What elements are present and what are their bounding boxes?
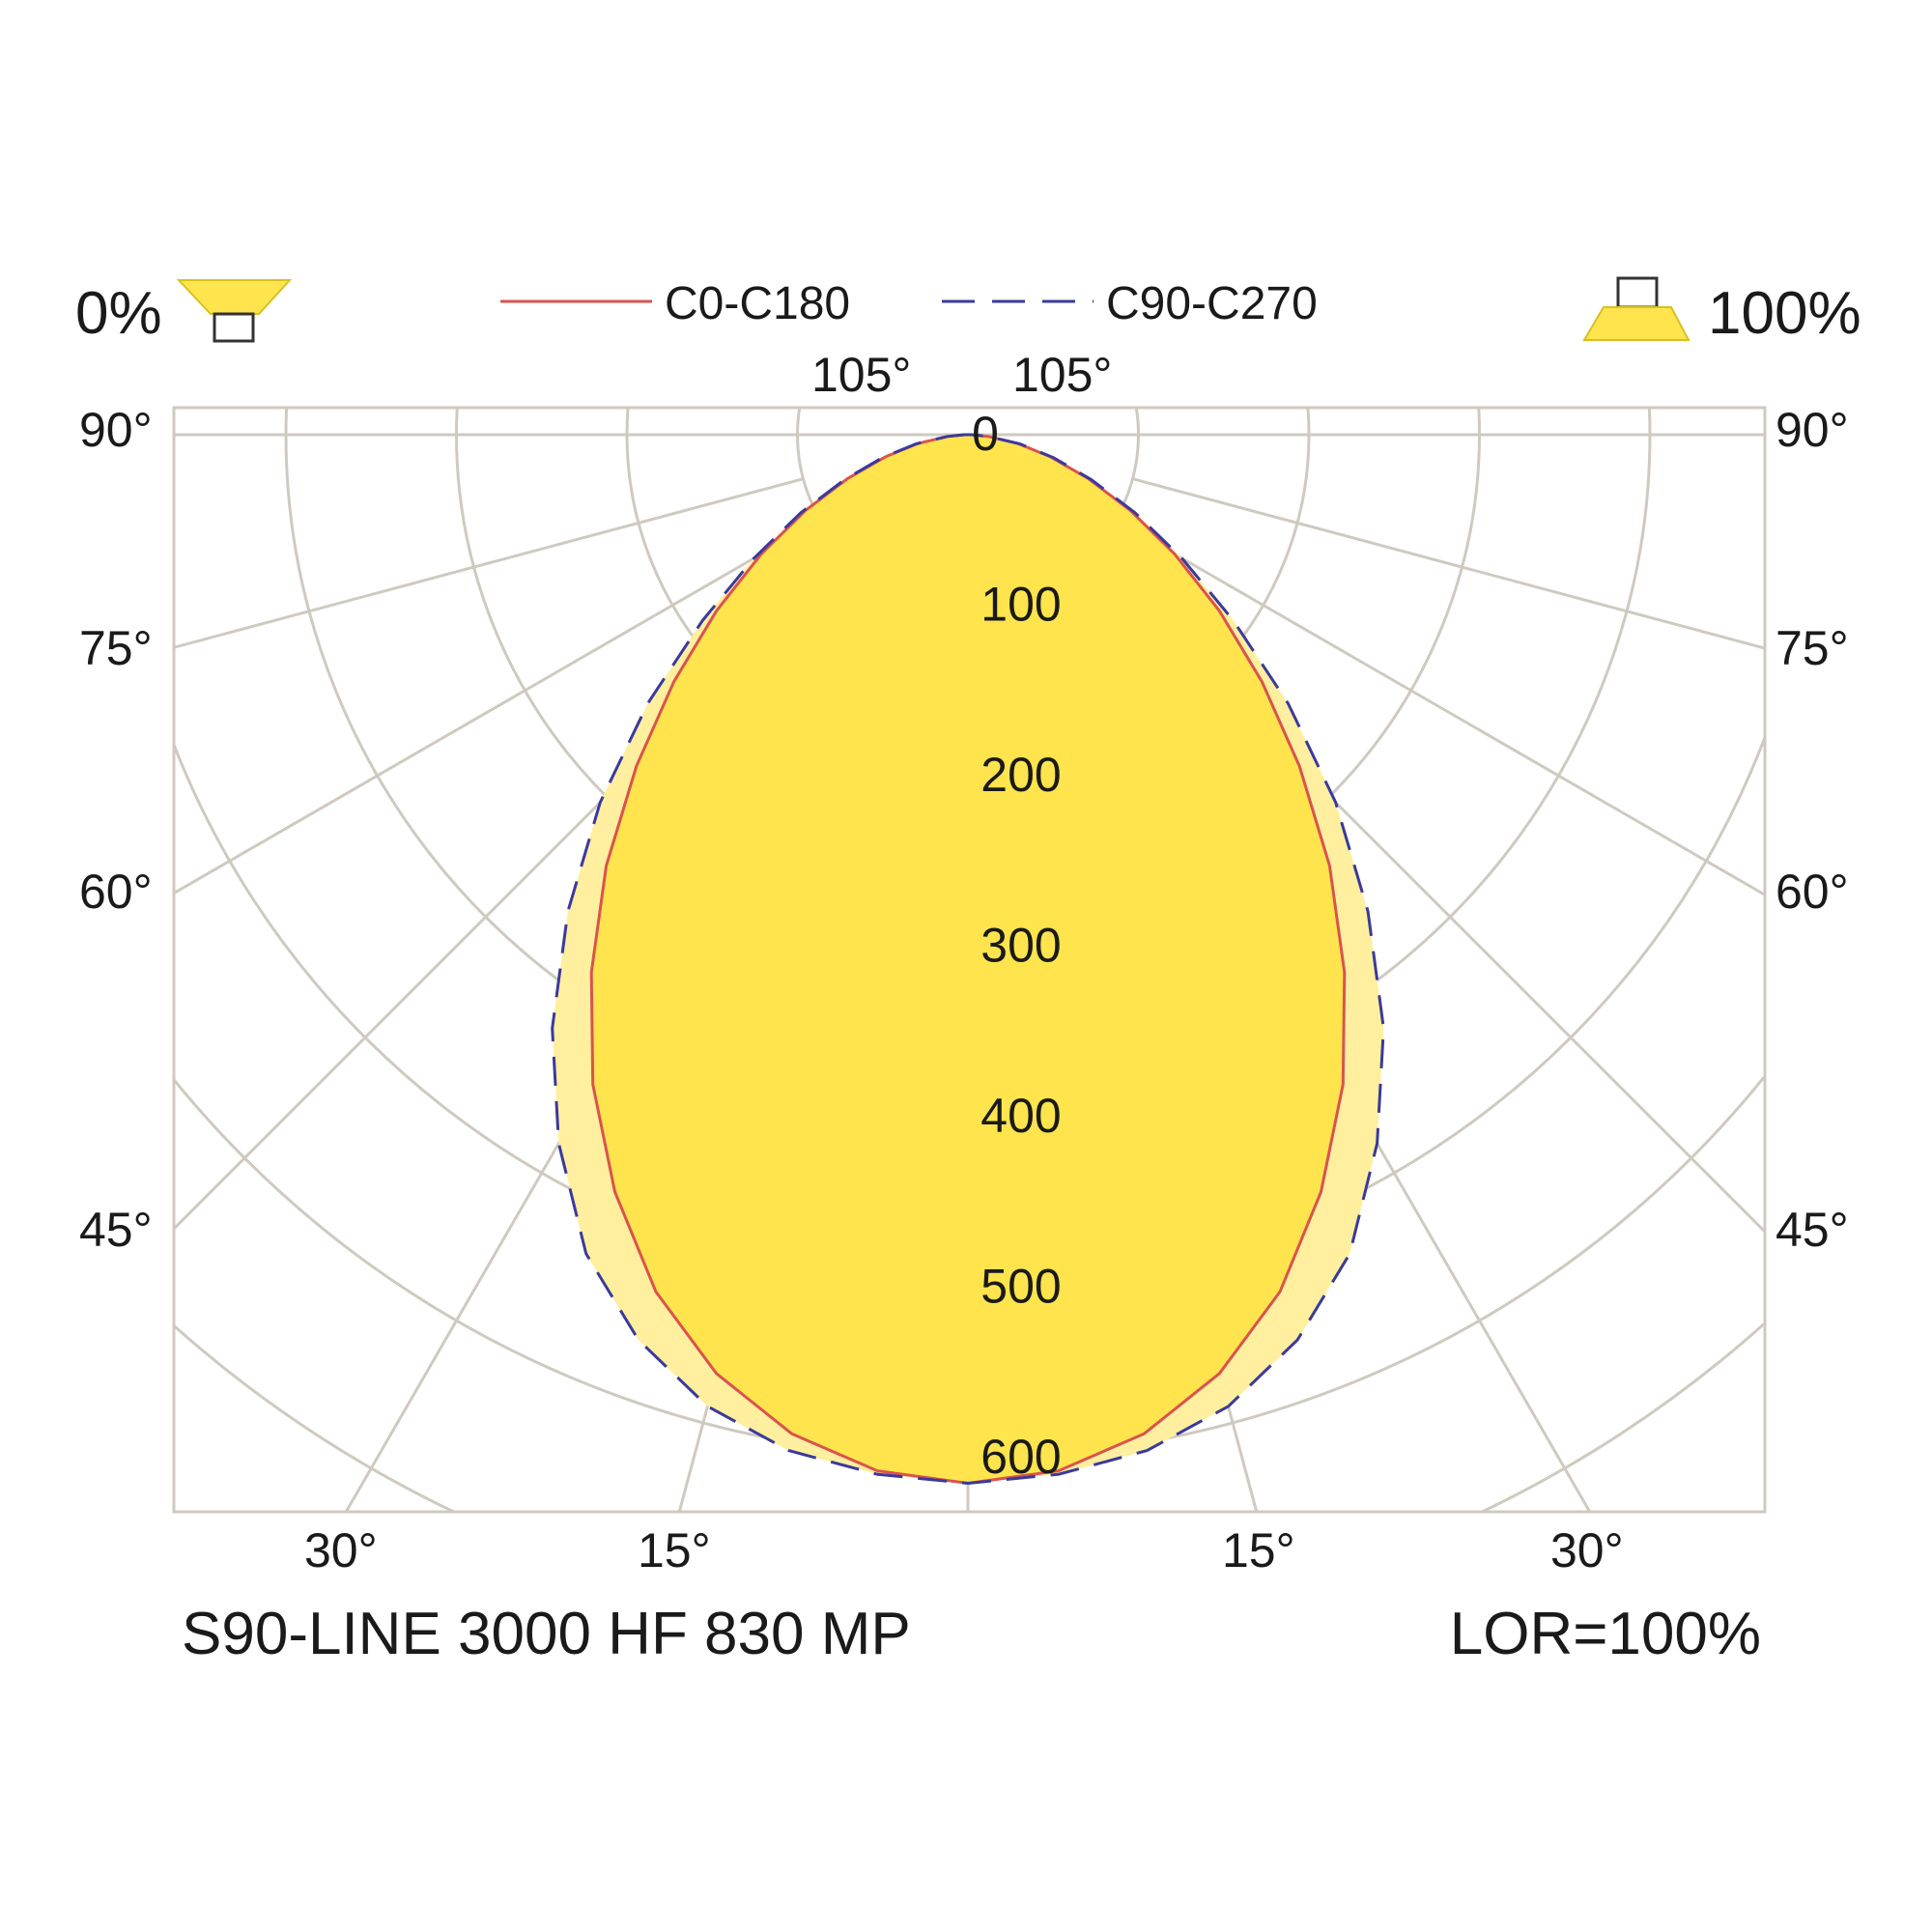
right-angle-label-45: 45° [1776,1203,1849,1257]
radial-tick-label: 300 [980,919,1061,973]
radial-tick-label: 600 [980,1430,1061,1484]
upward-percent-label: 100% [1708,280,1861,347]
series-line-c90-c270 [551,433,1385,1486]
grid-spoke [1115,518,1765,897]
left-angle-label-90: 90° [79,403,153,457]
downward-percent-label: 0% [75,280,162,347]
top-angle-label-left: 105° [811,348,911,402]
legend-label-c90: C90-C270 [1106,278,1318,329]
radial-tick-label: 200 [980,748,1061,802]
radial-tick-label: 100 [980,578,1061,632]
bottom-angle-label-right-30: 30° [1550,1523,1624,1577]
left-angle-label-45: 45° [79,1203,153,1257]
intensity-curves [551,433,1385,1486]
right-angle-label-90: 90° [1776,403,1849,457]
bottom-angle-label-left-30: 30° [304,1523,378,1577]
grid-spoke [174,477,804,649]
grid-spoke [1132,477,1765,650]
series-line-c0-c180 [589,433,1347,1486]
lor-value: LOR=100% [1450,1601,1761,1667]
fill-c0-c180 [591,435,1345,1484]
radial-tick-label: 500 [980,1260,1061,1314]
top-angle-label-right: 105° [1012,348,1112,402]
right-angle-label-75: 75° [1776,621,1849,675]
left-angle-label-75: 75° [79,621,153,675]
bottom-angle-label-left-15: 15° [638,1523,711,1577]
product-name: S90-LINE 3000 HF 830 MP [182,1601,911,1667]
radial-tick-labels: 0 100 200 300 400 500 600 [972,407,1062,1484]
radial-tick-label: 0 [972,407,999,461]
right-angle-label-60: 60° [1776,865,1849,919]
bottom-angle-label-right-15: 15° [1222,1523,1295,1577]
radial-tick-label: 400 [980,1089,1061,1143]
legend-label-c0: C0-C180 [665,278,850,329]
grid-spoke [174,518,821,895]
left-angle-label-60: 60° [79,865,153,919]
upward-light-icon [1582,276,1690,341]
downward-light-icon [176,279,293,343]
